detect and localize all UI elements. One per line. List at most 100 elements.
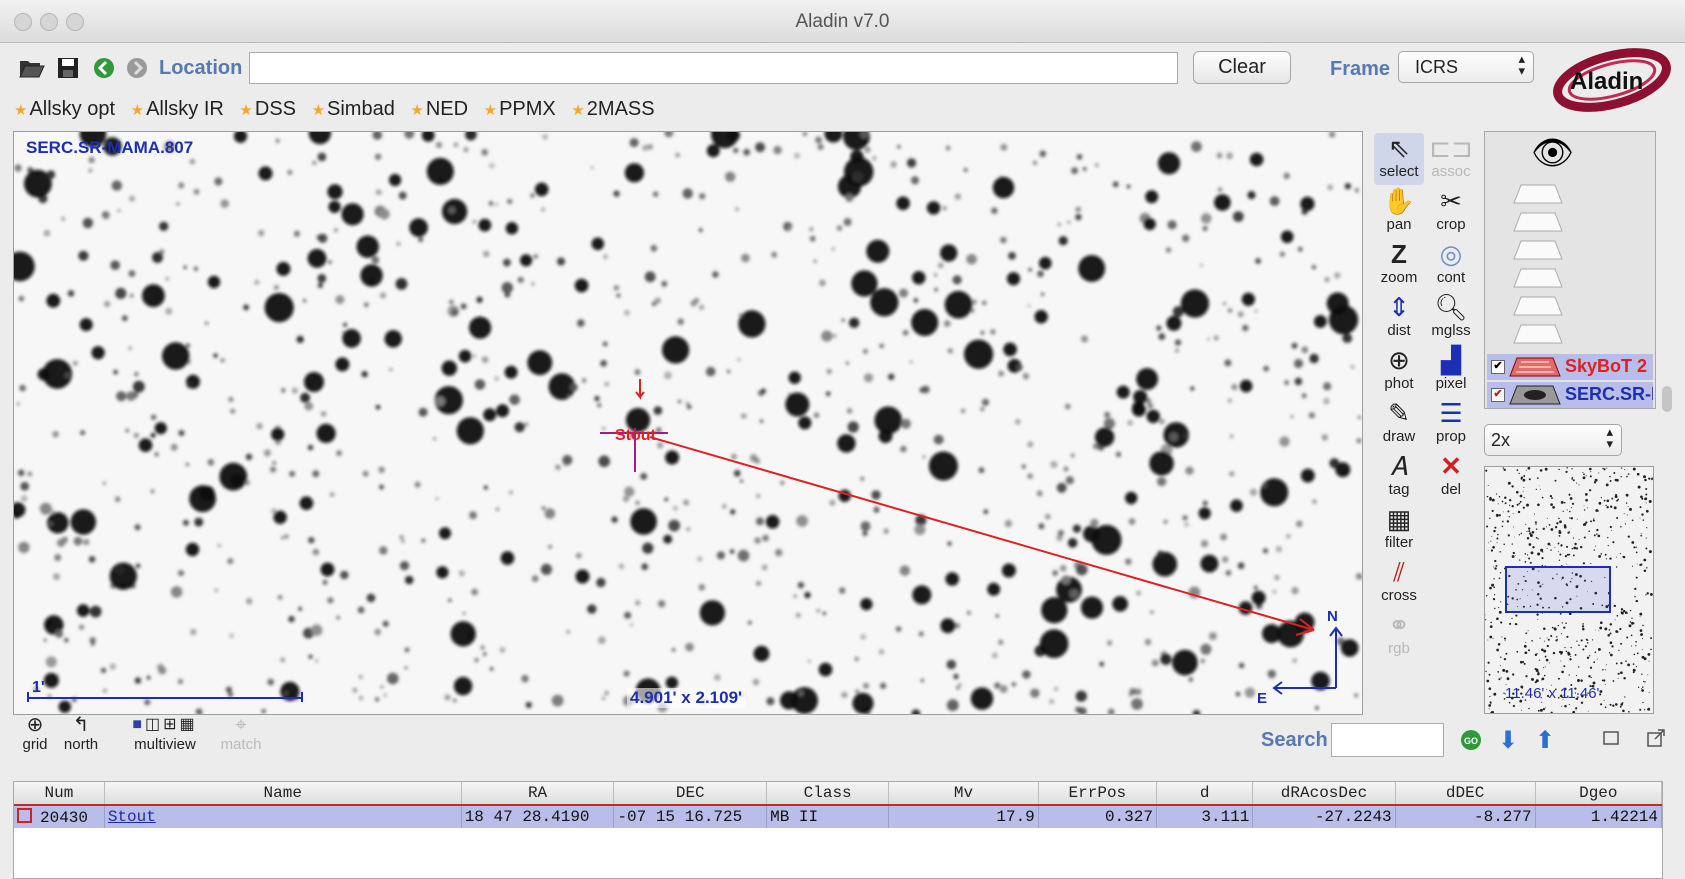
frame-select-value: ICRS (1415, 57, 1459, 77)
forward-history-icon[interactable] (124, 54, 150, 82)
column-header[interactable]: Num (14, 782, 105, 806)
location-input[interactable] (249, 52, 1178, 84)
column-header[interactable]: ErrPos (1038, 782, 1157, 806)
contour-icon: ◎ (1439, 239, 1463, 269)
table-cell[interactable]: Stout (104, 804, 462, 828)
tool-prop[interactable]: ☰ prop (1426, 398, 1476, 450)
empty-plane-slot (1513, 296, 1563, 316)
object-name-link[interactable]: Stout (107, 808, 156, 826)
search-input[interactable] (1331, 723, 1444, 757)
tool-filter[interactable]: ▦ filter (1374, 504, 1424, 556)
empty-plane-slot (1513, 268, 1563, 288)
tool-cont[interactable]: ◎ cont (1426, 239, 1476, 291)
bookmark-simbad[interactable]: ★ Simbad (311, 98, 395, 120)
save-disk-icon[interactable] (55, 54, 81, 82)
target-marker[interactable]: Stout (600, 379, 668, 472)
tool-crop[interactable]: ✂ crop (1426, 186, 1476, 238)
star-icon: ★ (239, 102, 253, 119)
bookmark-ppmx[interactable]: ★ PPMX (483, 98, 556, 120)
previous-up-arrow-icon[interactable]: ⬆ (1534, 726, 1556, 754)
bookmark-2mass[interactable]: ★ 2MASS (571, 98, 655, 120)
assoc-icon: ⊏⊐ (1429, 133, 1473, 163)
column-header[interactable]: dDEC (1395, 782, 1536, 806)
layer-serc[interactable]: ✔ SERC.SR-MAMA.807 (1487, 382, 1653, 408)
minimize-window-button[interactable] (40, 13, 58, 31)
table-row[interactable]: 20430 Stout 18 47 28.4190 -07 15 16.725 … (14, 804, 1662, 828)
east-label: E (1257, 690, 1267, 707)
scale-label: 1' (32, 679, 45, 696)
empty-plane-slot (1513, 184, 1563, 204)
column-header[interactable]: Mv (888, 782, 1039, 806)
pencil-icon: ✎ (1388, 398, 1410, 428)
zoom-select-value: 2x (1491, 430, 1511, 450)
frame-select[interactable]: ICRS ▴ ▾ (1398, 51, 1534, 83)
back-history-icon[interactable] (91, 54, 117, 82)
clear-button[interactable]: Clear (1193, 51, 1291, 84)
north-arrow-icon: ↰ (72, 714, 90, 736)
go-search-button[interactable]: GO (1459, 728, 1483, 752)
table-cell: MB II (766, 804, 890, 828)
delete-x-icon: ✕ (1440, 451, 1462, 481)
column-header[interactable]: dRAcosDec (1252, 782, 1396, 806)
bookmark-ned[interactable]: ★ NED (410, 98, 469, 120)
column-header[interactable]: Dgeo (1535, 782, 1662, 806)
image-view[interactable]: Stout N E 1' SERC.SR-MAMA.807 4.901' (13, 131, 1363, 715)
column-header[interactable]: d (1156, 782, 1254, 806)
panner-thumbnail[interactable]: 11.46' x 11.46' (1484, 466, 1654, 714)
multiview-grid-icon: ■◫⊞▦ (132, 716, 198, 733)
multiview-button[interactable]: ■◫⊞▦ multiview (110, 714, 220, 753)
table-cell: 3.111 (1156, 804, 1254, 828)
bookmark-bar: ★ Allsky opt ★ Allsky IR ★ DSS ★ Simbad ★ NED… (14, 98, 665, 121)
column-header[interactable]: Name (104, 782, 462, 806)
table-cell: 17.9 (888, 804, 1039, 828)
eye-icon[interactable]: 👁︎ (1531, 134, 1575, 172)
tool-mglss[interactable]: 🔍︎ mglss (1426, 292, 1476, 344)
maximize-panel-icon[interactable] (1601, 728, 1621, 748)
empty-plane-slot (1513, 324, 1563, 344)
motion-vector-arrow-icon (1295, 618, 1315, 636)
detach-panel-icon[interactable] (1646, 728, 1666, 748)
image-plane-icon (1509, 385, 1561, 405)
tool-select[interactable]: ⇖ select (1374, 133, 1424, 185)
zoom-window-button[interactable] (66, 13, 84, 31)
column-header[interactable]: Class (766, 782, 890, 806)
tool-dist[interactable]: ⇕ dist (1374, 292, 1424, 344)
zoom-select[interactable]: 2x ▴ ▾ (1484, 424, 1622, 456)
layer-stack[interactable]: 👁︎ ✔ SkyBoT 2 ✔ SERC.SR-MAMA.807 (1484, 131, 1656, 409)
match-crosshair-icon: ⌖ (235, 714, 247, 736)
column-header[interactable]: RA (461, 782, 615, 806)
bookmark-allsky-ir[interactable]: ★ Allsky IR (130, 98, 224, 120)
tool-rgb: ⚭ rgb (1374, 610, 1424, 662)
tool-draw[interactable]: ✎ draw (1374, 398, 1424, 450)
magnifier-icon: 🔍︎ (1434, 292, 1468, 322)
tool-pixel[interactable]: ▟ pixel (1426, 345, 1476, 397)
stepper-arrows-icon: ▴ ▾ (1518, 51, 1525, 78)
bookmark-dss[interactable]: ★ DSS (239, 98, 296, 120)
layer-stack-scrollbar[interactable] (1662, 386, 1672, 412)
tool-phot[interactable]: ⊕ phot (1374, 345, 1424, 397)
panner-view-rectangle[interactable] (1505, 566, 1611, 613)
close-window-button[interactable] (14, 13, 32, 31)
layer-skybot[interactable]: ✔ SkyBoT 2 (1487, 354, 1653, 380)
layer-visibility-checkbox[interactable]: ✔ (1491, 360, 1505, 374)
grid-button[interactable]: ⊕ grid (16, 714, 54, 753)
next-down-arrow-icon[interactable]: ⬇ (1497, 726, 1519, 754)
column-header[interactable]: DEC (613, 782, 768, 806)
open-folder-icon[interactable] (18, 54, 46, 82)
scissors-icon: ✂ (1440, 186, 1462, 216)
pixel-histogram-icon: ▟ (1441, 345, 1461, 375)
north-button[interactable]: ↰ north (58, 714, 104, 753)
table-cell: -07 15 16.725 (613, 804, 768, 828)
bookmark-allsky-opt[interactable]: ★ Allsky opt (14, 98, 116, 120)
motion-vector-line (649, 436, 1315, 631)
measurement-table[interactable]: Num Name RA DEC Class Mv ErrPos d dRAcos… (13, 781, 1663, 879)
star-icon: ★ (14, 102, 28, 119)
tool-assoc: ⊏⊐ assoc (1426, 133, 1476, 185)
tool-pan[interactable]: ✋ pan (1374, 186, 1424, 238)
tool-cross[interactable]: ⫽ cross (1374, 557, 1424, 609)
layer-visibility-checkbox[interactable]: ✔ (1491, 388, 1505, 402)
tool-del[interactable]: ✕ del (1426, 451, 1476, 503)
crossmatch-icon: ⫽ (1393, 557, 1405, 587)
